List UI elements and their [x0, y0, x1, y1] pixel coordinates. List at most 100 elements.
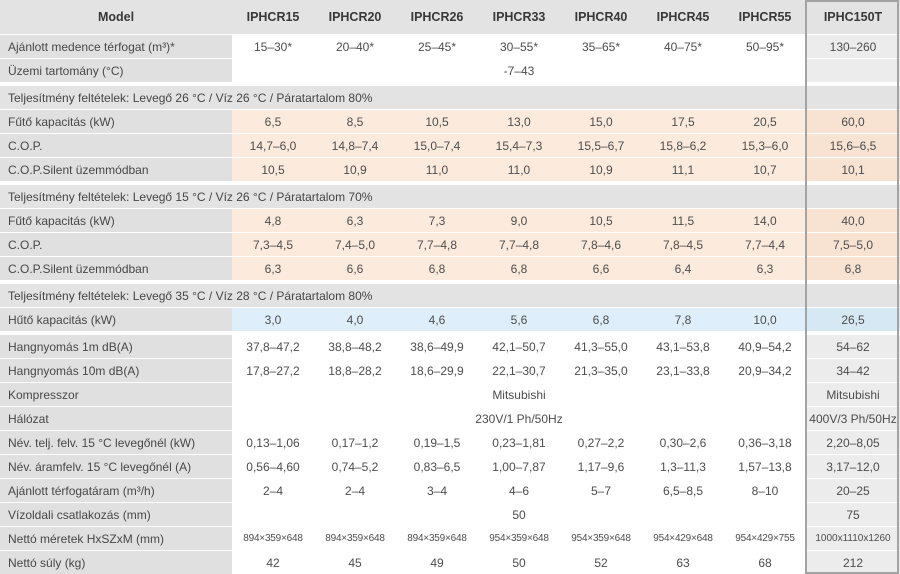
value-cell: 0,56–4,60	[232, 455, 314, 478]
row-label: Üzemi tartomány (°C)	[0, 59, 232, 82]
value-cell: 14,8–7,4	[314, 134, 396, 157]
value-cell: 41,3–55,0	[560, 335, 642, 358]
row-label: Nettó súly (kg)	[0, 551, 232, 574]
value-cell: 1,3–11,3	[642, 455, 724, 478]
table-row: Hálózat 230V/1 Ph/50Hz 400V/3 Ph/50Hz	[0, 407, 900, 430]
table-row: Hangnyomás 10m dB(A) 17,8–27,2 18,8–28,2 18…	[0, 359, 900, 382]
value-cell: 6,3	[314, 209, 396, 232]
row-label: Ajánlott térfogatáram (m³/h)	[0, 479, 232, 502]
value-cell: 894×359×648	[314, 527, 396, 550]
value-cell: 11,0	[396, 158, 478, 181]
value-cell: 6,6	[314, 257, 396, 280]
last-column-cell: 40,0	[806, 209, 900, 232]
value-cell: 4–6	[478, 479, 560, 502]
last-column-cell: 54–62	[806, 335, 900, 358]
value-cell-span: Mitsubishi	[232, 383, 806, 406]
value-cell: 10,0	[724, 308, 806, 331]
column-header: IPHCR26	[396, 0, 478, 34]
value-cell: 4,0	[314, 308, 396, 331]
value-cell: 6,8	[560, 308, 642, 331]
value-cell: 0,19–1,5	[396, 431, 478, 454]
value-cell: 7,7–4,8	[396, 233, 478, 256]
value-cell: 50	[478, 551, 560, 574]
value-cell: 13,0	[478, 110, 560, 133]
column-header: IPHCR45	[642, 0, 724, 34]
value-cell: 5–7	[560, 479, 642, 502]
value-cell: 18,8–28,2	[314, 359, 396, 382]
table-row: Hűtő kapacitás (kW) 3,0 4,0 4,6 5,6 6,8 7,8 10,…	[0, 308, 900, 331]
table-row: Ajánlott medence térfogat (m³)* 15–30* 20–…	[0, 35, 900, 58]
table-row: Üzemi tartomány (°C) -7–43	[0, 59, 900, 82]
section-header-row: Teljesítmény feltételek: Levegő 35 °C / …	[0, 284, 900, 307]
value-cell: 35–65*	[560, 35, 642, 58]
last-column-cell: 2,20–8,05	[806, 431, 900, 454]
value-cell: 7,3	[396, 209, 478, 232]
row-label: C.O.P.Silent üzemmódban	[0, 158, 232, 181]
value-cell: 7,4–5,0	[314, 233, 396, 256]
value-cell: 0,36–3,18	[724, 431, 806, 454]
column-header: IPHCR55	[724, 0, 806, 34]
row-label: Név. áramfelv. 15 °C levegőnél (A)	[0, 455, 232, 478]
value-cell: 7,8	[642, 308, 724, 331]
value-cell: 0,27–2,2	[560, 431, 642, 454]
value-cell: 22,1–30,7	[478, 359, 560, 382]
table-row: Fűtő kapacitás (kW) 6,5 8,5 10,5 13,0 15,0 17,…	[0, 110, 900, 133]
value-cell: 50–95*	[724, 35, 806, 58]
value-cell: 7,7–4,4	[724, 233, 806, 256]
value-cell: 15,4–7,3	[478, 134, 560, 157]
value-cell: 954×359×648	[478, 527, 560, 550]
row-label: Hangnyomás 1m dB(A)	[0, 335, 232, 358]
value-cell: 15,0–7,4	[396, 134, 478, 157]
last-column-cell: 400V/3 Ph/50Hz	[806, 407, 900, 430]
section-header: Teljesítmény feltételek: Levegő 35 °C / …	[0, 284, 900, 307]
value-cell: 49	[396, 551, 478, 574]
value-cell: 0,17–1,2	[314, 431, 396, 454]
value-cell: 8–10	[724, 479, 806, 502]
value-cell: 6,3	[724, 257, 806, 280]
last-column-cell: 75	[806, 503, 900, 526]
value-cell: 63	[642, 551, 724, 574]
value-cell: 14,7–6,0	[232, 134, 314, 157]
last-column-cell: 6,8	[806, 257, 900, 280]
value-cell: 15,3–6,0	[724, 134, 806, 157]
last-column-cell: 20–25	[806, 479, 900, 502]
value-cell: 0,30–2,6	[642, 431, 724, 454]
value-cell: 45	[314, 551, 396, 574]
value-cell: 5,6	[478, 308, 560, 331]
value-cell: 10,7	[724, 158, 806, 181]
value-cell: 10,5	[396, 110, 478, 133]
value-cell: 6,8	[478, 257, 560, 280]
last-column-cell	[806, 59, 900, 82]
last-column-cell: 34–42	[806, 359, 900, 382]
value-cell: 6,3	[232, 257, 314, 280]
value-cell: 15,5–6,7	[560, 134, 642, 157]
value-cell: 20–40*	[314, 35, 396, 58]
table-row: C.O.P.Silent üzemmódban 10,5 10,9 11,0 11,0 1…	[0, 158, 900, 181]
last-column-cell: 26,5	[806, 308, 900, 331]
table-row: Név. telj. felv. 15 °C levegőnél (kW) 0,1…	[0, 431, 900, 454]
value-cell: 25–45*	[396, 35, 478, 58]
last-column-cell: 130–260	[806, 35, 900, 58]
row-label: Kompresszor	[0, 383, 232, 406]
table-row: C.O.P.Silent üzemmódban 6,3 6,6 6,8 6,8 6,6 6,…	[0, 257, 900, 280]
value-cell: 11,0	[478, 158, 560, 181]
last-column-cell: 3,17–12,0	[806, 455, 900, 478]
row-label: Fűtő kapacitás (kW)	[0, 110, 232, 133]
value-cell: 894×359×648	[232, 527, 314, 550]
table-row: Név. áramfelv. 15 °C levegőnél (A) 0,56–4…	[0, 455, 900, 478]
last-column-cell: 15,6–6,5	[806, 134, 900, 157]
value-cell: 7,8–4,6	[560, 233, 642, 256]
column-header: IPHCR40	[560, 0, 642, 34]
value-cell: 954×429×648	[642, 527, 724, 550]
column-header: IPHCR15	[232, 0, 314, 34]
value-cell: 11,1	[642, 158, 724, 181]
column-header: IPHCR20	[314, 0, 396, 34]
value-cell: 3,0	[232, 308, 314, 331]
value-cell: 0,23–1,81	[478, 431, 560, 454]
value-cell: 0,13–1,06	[232, 431, 314, 454]
table-row: Hangnyomás 1m dB(A) 37,8–47,2 38,8–48,2 38,…	[0, 335, 900, 358]
value-cell: 17,5	[642, 110, 724, 133]
section-header: Teljesítmény feltételek: Levegő 26 °C / …	[0, 86, 900, 109]
value-cell: 7,8–4,5	[642, 233, 724, 256]
